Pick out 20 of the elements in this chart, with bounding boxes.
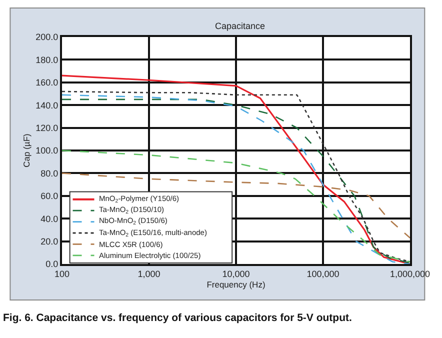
y-tick-label: 40.0 [40, 214, 58, 224]
x-tick-label: 1,000 [138, 268, 160, 279]
caption: Fig. 6. Capacitance vs. frequency of various capacitors for 5-V output. [3, 312, 352, 324]
y-tick-label: 120.0 [36, 122, 58, 133]
y-axis-title: Cap (µF) [22, 133, 32, 168]
y-tick-label: 60.0 [40, 191, 58, 202]
x-tick-label: 1,000,000 [390, 268, 430, 279]
y-tick-label: 140.0 [36, 100, 58, 110]
x-tick-label: 100 [54, 268, 70, 279]
y-tick-label: 200.0 [36, 32, 58, 42]
x-tick-label: 10,000 [222, 268, 250, 279]
y-tick-label: 0.0 [46, 259, 58, 270]
y-tick-label: 80.0 [40, 168, 58, 178]
y-tick-label: 100.0 [36, 146, 58, 156]
y-tick-label: 20.0 [40, 236, 58, 246]
x-tick-label: 100,000 [306, 268, 340, 279]
x-axis-title: Frequency (Hz) [206, 280, 266, 290]
y-tick-label: 180.0 [36, 54, 58, 65]
chart-title: Capacitance [214, 21, 266, 32]
y-tick-label: 160.0 [36, 78, 58, 88]
